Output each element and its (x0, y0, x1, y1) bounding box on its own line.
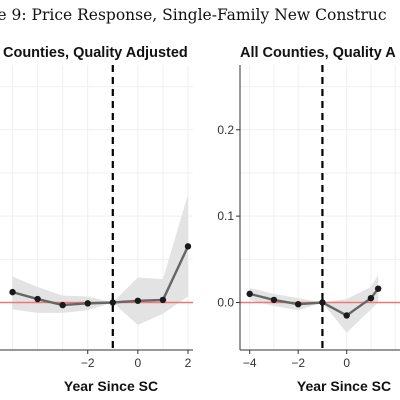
right-x-axis-label: Year Since SC (297, 378, 391, 394)
left-confidence-band (12, 194, 188, 325)
left-panel: −2 0 2 Counties, Quality Adjusted Year Sin… (0, 45, 193, 394)
right-y-tick-label-0: 0.0 (217, 296, 234, 310)
left-point-5 (134, 297, 142, 304)
right-y-tick-label-2: 0.2 (217, 123, 234, 137)
figure-caption: re 9: Price Response, Single-Family New … (0, 6, 387, 24)
right-points (246, 285, 382, 319)
left-x-tick-label-1: 0 (135, 356, 142, 370)
right-point-2 (294, 301, 302, 308)
right-x-tick-label-0: −4 (243, 356, 257, 370)
right-x-tick-label-2: 0 (343, 356, 350, 370)
right-x-ticks: −4 −2 0 (243, 350, 350, 370)
right-point-6 (374, 285, 382, 292)
left-point-1 (34, 295, 41, 303)
left-x-tick-label-0: −2 (81, 356, 95, 370)
left-point-2 (59, 301, 66, 309)
left-point-4 (109, 299, 116, 306)
left-point-0 (9, 288, 16, 296)
right-panel: −4 −2 0 0.00.10.2 All Counties, Quality A … (217, 45, 400, 394)
left-points (9, 243, 192, 309)
right-y-ticks: 0.0 0.1 0.2 (217, 123, 240, 310)
right-plot-background (240, 65, 400, 350)
left-x-tick-label-2: 2 (185, 356, 192, 370)
right-point-5 (367, 294, 375, 302)
left-panel-title: Counties, Quality Adjusted (3, 45, 188, 61)
right-point-0 (246, 290, 253, 298)
left-point-7 (184, 243, 192, 250)
right-point-1 (270, 296, 278, 304)
right-y-tick-label-1: 0.1 (217, 209, 234, 223)
left-point-3 (84, 300, 91, 307)
left-x-ticks: −2 0 2 (81, 350, 192, 370)
right-point-4 (343, 312, 350, 319)
left-series-line (12, 245, 190, 307)
right-x-tick-label-1: −2 (291, 356, 305, 370)
left-point-6 (159, 296, 167, 304)
right-point-3 (319, 299, 326, 306)
left-x-axis-label: Year Since SC (64, 378, 158, 394)
right-panel-title: All Counties, Quality A (240, 45, 396, 61)
